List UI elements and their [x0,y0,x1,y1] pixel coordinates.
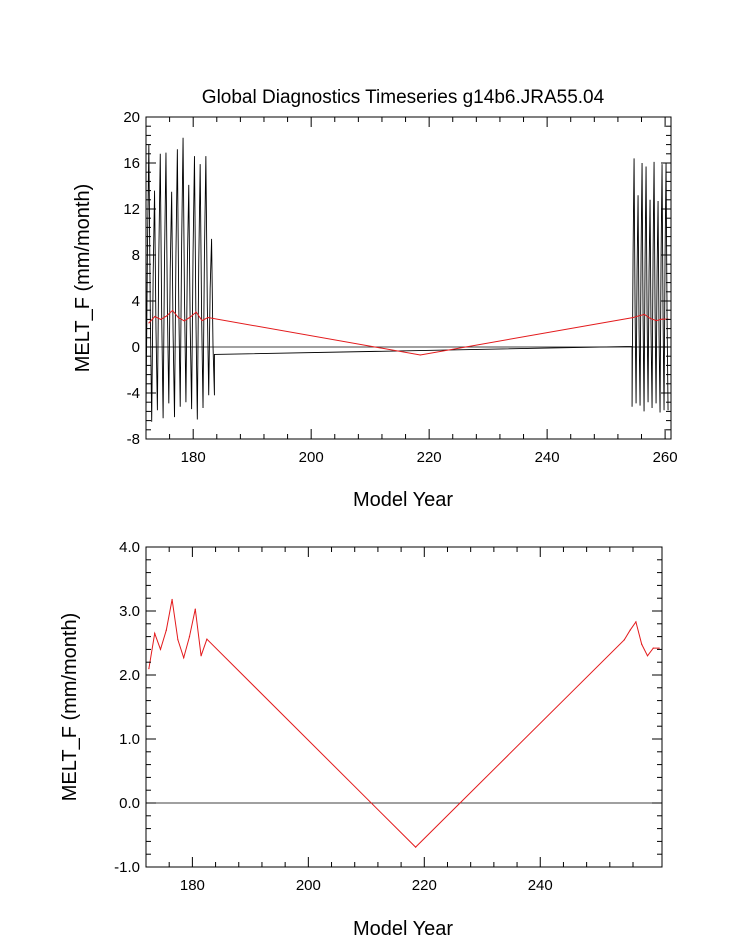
annual-point [171,598,173,601]
top-y-axis-label: MELT_F (mm/month) [72,184,94,373]
x-tick-label: 200 [296,877,321,894]
annual-point [154,632,156,635]
y-tick-label: 12 [123,201,140,218]
top-monthly-series [145,137,669,422]
x-tick-label: 220 [417,449,442,466]
annual-point [183,320,185,322]
annual-mean-line [148,309,669,356]
y-tick-label: 20 [123,109,140,126]
annual-point [201,319,203,322]
y-tick-label: 4 [132,293,140,310]
annual-point [159,648,162,651]
annual-point [641,643,643,645]
bottom-y-axis-label: MELT_F (mm/month) [59,613,81,802]
y-tick-label: 2.0 [119,667,140,684]
annual-point [646,655,649,657]
y-tick-label: 8 [132,247,140,264]
top-annual-series [148,309,669,356]
top-axis-ticks: 180 200 220 240 260 -8 -4 0 4 8 12 16 20 [123,109,677,466]
bottom-x-axis-label: Model Year [353,918,453,940]
annual-point [165,629,167,631]
annual-point [658,647,660,649]
annual-point [419,354,421,356]
annual-point [637,315,640,317]
annual-point [148,322,150,324]
annual-point [655,319,657,322]
x-tick-label: 180 [181,449,206,466]
annual-point [629,629,631,631]
y-tick-label: 3.0 [119,603,140,620]
annual-point [188,636,191,638]
y-tick-label: 16 [123,155,140,172]
y-tick-label: 0 [132,339,140,356]
top-x-axis-label: Model Year [353,489,453,511]
annual-point [154,315,156,318]
chart-bottom: 180 200 220 240 -1.0 0.0 1.0 2.0 3.0 4.0 Model Ye… [59,539,663,940]
annual-point [652,647,654,649]
y-tick-label: -4 [127,385,140,402]
annual-point [661,318,663,320]
bottom-annual-series [148,598,660,848]
annual-point [643,313,646,316]
annual-point [635,621,637,623]
annual-point [148,668,150,670]
annual-point [623,639,625,641]
annual-point [160,318,162,320]
y-tick-label: -8 [127,431,140,448]
chart-title: Global Diagnostics Timeseries g14b6.JRA5… [202,87,605,108]
annual-point [177,639,179,641]
annual-point [632,317,634,319]
annual-point [183,657,185,659]
y-tick-label: 1.0 [119,731,140,748]
annual-point [189,316,191,318]
annual-point [200,655,202,657]
annual-mean-line [148,599,660,848]
annual-point [207,316,209,319]
annual-point [206,638,208,640]
y-tick-label: 0.0 [119,795,140,812]
annual-point [649,317,651,320]
bottom-axis-ticks: 180 200 220 240 -1.0 0.0 1.0 2.0 3.0 4.0 [114,539,662,894]
y-tick-label: -1.0 [114,859,140,876]
annual-point [195,311,197,313]
annual-point [415,846,417,848]
x-tick-label: 240 [535,449,560,466]
monthly-line [145,137,669,422]
top-plot-frame [145,116,672,440]
annual-point [171,309,174,312]
x-tick-label: 240 [528,877,553,894]
x-tick-label: 200 [299,449,324,466]
annual-point [177,317,180,319]
x-tick-label: 220 [412,877,437,894]
annual-point [194,608,196,610]
x-tick-label: 180 [180,877,205,894]
y-tick-label: 4.0 [119,539,140,556]
annual-point [166,315,168,317]
bottom-plot-frame [145,546,663,868]
chart-top: Global Diagnostics Timeseries g14b6.JRA5… [72,87,678,511]
x-tick-label: 260 [653,449,678,466]
